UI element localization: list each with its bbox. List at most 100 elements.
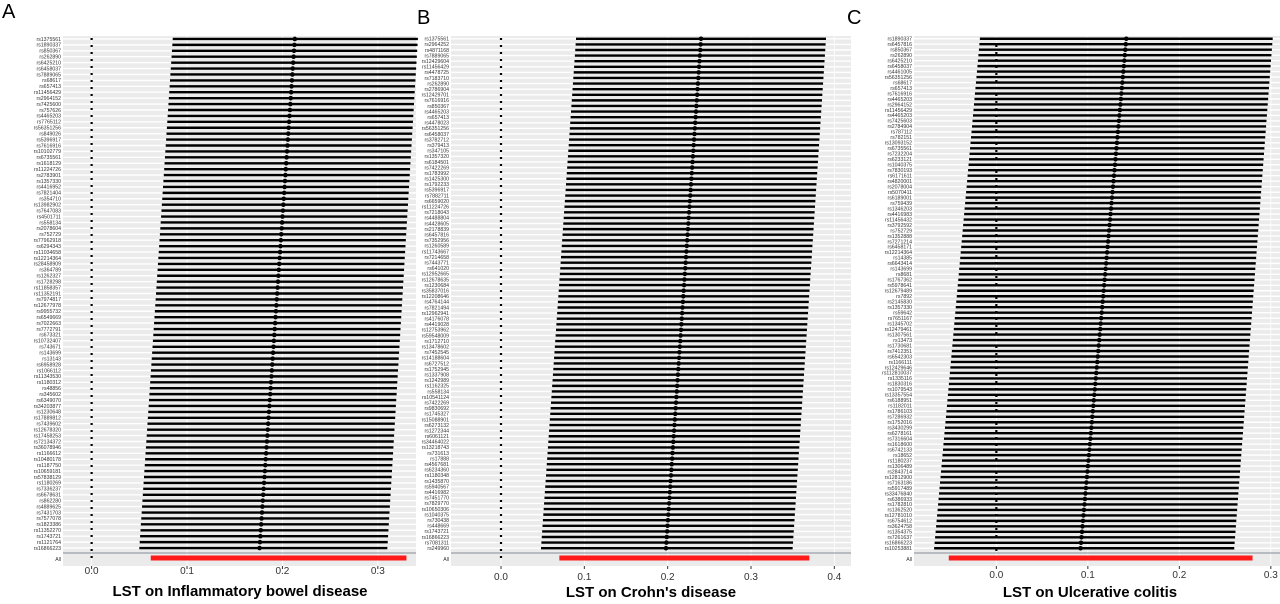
snp-label: rs1743721 <box>424 529 449 535</box>
snp-label: rs13478602 <box>422 344 450 350</box>
snp-label: rs12678320 <box>34 427 62 433</box>
snp-label: rs4465203 <box>424 109 449 115</box>
point-estimate-rs13093152 <box>1114 140 1120 146</box>
x-tick-label: 0.1 <box>577 572 591 583</box>
point-estimate-rs13478602 <box>677 344 683 349</box>
point-estimate-rs6735561 <box>284 155 289 160</box>
snp-label: rs3782712 <box>424 137 449 143</box>
snp-label: rs4820001 <box>887 179 912 185</box>
snp-label: rs787112 <box>891 130 912 136</box>
snp-label: rs4465203 <box>887 113 912 119</box>
point-estimate-rs7422269 <box>673 400 679 405</box>
point-estimate-rs1352888 <box>1106 233 1111 239</box>
snp-label: rs657413 <box>39 84 61 90</box>
point-estimate-rs7352956 <box>684 238 690 243</box>
snp-label: rs7821494 <box>424 305 449 311</box>
point-estimate-rs6458037 <box>1121 63 1127 69</box>
snp-label: rs6425210 <box>36 60 61 66</box>
point-estimate-rs7316604 <box>1088 436 1093 441</box>
point-estimate-rs1040375 <box>1112 162 1118 168</box>
point-estimate-rs12429701 <box>694 92 700 98</box>
point-estimate-rs7439602 <box>265 421 271 427</box>
snp-label: rs2964152 <box>36 96 61 102</box>
point-estimate-rs657413 <box>289 84 294 89</box>
snp-label: rs12679489 <box>885 289 913 295</box>
x-tick-label: 0.1 <box>1081 570 1095 581</box>
point-estimate-rs6294343 <box>278 243 283 249</box>
panel-a: rs1375561rs1890337rs850367rs262890rs6425… <box>2 1 418 600</box>
snp-label: rs1260589 <box>424 244 449 250</box>
snp-label: rs7616916 <box>887 91 912 97</box>
snp-label: rs6234360 <box>424 468 449 474</box>
snp-label: rs1230684 <box>424 283 449 289</box>
point-estimate-rs11224726 <box>687 204 692 210</box>
snp-label: rs11743667 <box>422 249 449 255</box>
point-estimate-rs7022663 <box>272 320 278 326</box>
point-estimate-rs743671 <box>271 344 276 350</box>
snp-label: rs1166111 <box>889 360 912 366</box>
point-estimate-rs4764144 <box>680 299 686 305</box>
point-estimate-rs1335116 <box>1093 376 1099 381</box>
point-estimate-rs730438 <box>665 517 671 523</box>
snp-label: rs1752016 <box>887 420 912 426</box>
snp-label: rs1375561 <box>36 37 61 43</box>
snp-label: rs6294343 <box>36 244 61 250</box>
point-estimate-rs448669 <box>665 523 670 529</box>
snp-label: rs1357330 <box>887 305 912 311</box>
snp-label: rs10650306 <box>422 507 450 513</box>
snp-label: rs4416982 <box>424 490 449 496</box>
snp-label: rs7830193 <box>887 168 912 174</box>
snp-label: rs1162325 <box>425 384 449 390</box>
snp-label: rs12429604 <box>422 59 450 65</box>
snp-label: rs1618600 <box>887 442 912 448</box>
snp-label: rs1712710 <box>424 339 449 345</box>
snp-label: rs6273132 <box>424 423 449 429</box>
snp-label: rs6659020 <box>424 199 449 205</box>
snp-label: rs1435870 <box>424 479 449 485</box>
point-estimate-rs1180269 <box>261 480 267 486</box>
snp-label: rs7352956 <box>424 238 449 244</box>
point-estimate-rs12781010 <box>1081 513 1086 518</box>
point-estimate-rs48856 <box>268 385 273 391</box>
point-estimate-rs7829770 <box>666 501 672 506</box>
snp-label: rs4465203 <box>36 114 61 120</box>
point-estimate-rs6549669 <box>273 314 278 320</box>
point-estimate-rs6349070 <box>267 397 273 403</box>
snp-label: rs10102779 <box>34 149 62 155</box>
snp-label: rs558134 <box>427 389 449 395</box>
snp-label: rs1079543 <box>887 387 912 393</box>
snp-label: rs757626 <box>39 108 61 114</box>
point-estimate-rs1792233 <box>688 182 694 187</box>
point-estimate-rs2786904 <box>695 86 700 92</box>
snp-label: rs12208646 <box>422 294 450 300</box>
point-estimate-rs10650306 <box>666 506 671 512</box>
point-estimate-rs1745327 <box>672 411 678 417</box>
point-estimate-rs10541124 <box>674 394 679 400</box>
point-estimate-rs2784904 <box>1116 124 1121 129</box>
snp-label: rs1362520 <box>887 508 912 514</box>
point-estimate-rs6278161 <box>1088 430 1094 436</box>
x-tick-label: 0.0 <box>989 570 1003 581</box>
snp-label: rs6458037 <box>424 132 449 138</box>
snp-label: rs12214364 <box>34 256 62 262</box>
point-estimate-rs57838129 <box>262 474 267 480</box>
snp-label: rs1307561 <box>887 332 912 338</box>
snp-label: rs7163186 <box>887 480 912 486</box>
snp-label: rs7765112 <box>37 120 61 126</box>
x-tick-label: 0.2 <box>1172 570 1186 581</box>
snp-label: rs3792592 <box>887 223 912 229</box>
point-estimate-rs1752016 <box>1089 419 1095 425</box>
x-axis-label: LST on Inflammatory bowel disease <box>112 583 367 600</box>
snp-label: rs731613 <box>427 451 449 457</box>
snp-label: rs7772791 <box>36 327 61 333</box>
snp-label: rs4428605 <box>424 221 449 227</box>
point-estimate-rs1618129 <box>283 160 289 166</box>
panel-c: rs1890337rs6457816rs850367rs262890rs6425… <box>847 7 1280 601</box>
point-estimate-rs11224726 <box>283 166 289 172</box>
point-estimate-rs7451770 <box>667 495 672 501</box>
point-estimate-rs6958928 <box>269 362 275 367</box>
snp-label: rs12678635 <box>422 277 450 283</box>
snp-label: rs10659181 <box>34 469 62 475</box>
snp-label: rs4419028 <box>424 322 449 328</box>
point-estimate-rs12677978 <box>274 303 279 308</box>
